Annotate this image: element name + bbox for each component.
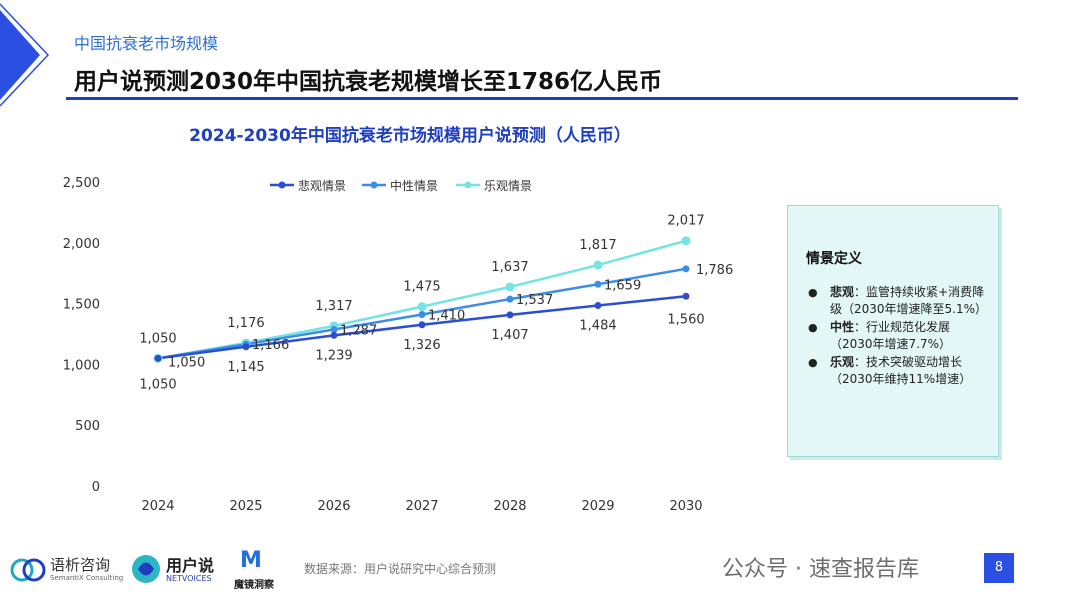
data-point-0 [682, 292, 690, 300]
legend-label: 悲观情景 [298, 178, 346, 193]
data-point-2 [505, 282, 515, 292]
title-divider [66, 97, 1018, 100]
definition-term: 乐观 [830, 355, 855, 369]
data-point-0 [154, 354, 162, 362]
data-label-pessimistic: 1,560 [667, 312, 704, 327]
x-tick-label: 2030 [669, 499, 702, 514]
data-point-1 [594, 280, 602, 288]
line-chart: 0 500 1,000 1,500 2,000 2,500 2024 2025 2026 202… [63, 176, 733, 514]
data-point-1 [330, 326, 338, 334]
y-tick-label: 0 [92, 480, 100, 495]
data-point-0 [506, 311, 514, 319]
y-tick-label: 1,500 [63, 298, 100, 313]
data-label-neutral: 1,410 [428, 309, 465, 324]
y-tick-label: 500 [75, 419, 100, 434]
y-tick-label: 2,500 [63, 176, 100, 191]
mojing-logo: M 魔镜洞察 [234, 548, 284, 592]
data-label-pessimistic: 1,050 [139, 377, 176, 392]
definition-item-optimistic: ● 乐观：技术突破驱动增长（2030年维持11%增速） [806, 354, 992, 388]
x-tick-label: 2028 [493, 499, 526, 514]
netvoices-logo-icon [132, 555, 160, 583]
data-label-neutral: 1,537 [516, 293, 553, 308]
bullet-icon: ● [808, 356, 818, 369]
data-point-2 [681, 236, 691, 246]
mojing-logo-mark: M [240, 548, 262, 573]
bullet-icon: ● [808, 286, 818, 299]
semantix-logo: 语析咨询 SemantiX Consulting [10, 550, 125, 590]
corner-decoration [0, 3, 50, 107]
section-label: 中国抗衰老市场规模 [74, 34, 219, 53]
definition-item-pessimistic: ● 悲观：监管持续收紧+消费降级（2030年增速降至5.1%） [806, 284, 992, 318]
netvoices-logo-name: 用户说 [166, 556, 215, 575]
legend-marker-0 [278, 181, 286, 189]
definition-text: ：行业规范化发展（2030年增速7.7%） [830, 320, 952, 351]
data-point-0 [330, 331, 338, 339]
legend-marker-2 [464, 181, 472, 189]
data-label-neutral: 1,166 [252, 338, 289, 353]
page-title: 用户说预测2030年中国抗衰老规模增长至1786亿人民币 [74, 69, 663, 95]
x-tick-label: 2027 [405, 499, 438, 514]
data-point-2 [417, 302, 427, 312]
data-label-pessimistic: 1,484 [579, 319, 616, 334]
data-label-neutral: 1,659 [604, 278, 641, 293]
data-point-1 [418, 311, 426, 319]
definition-title: 情景定义 [806, 251, 862, 267]
data-source: 数据来源：用户说研究中心综合预测 [304, 562, 497, 576]
data-label-optimistic: 1,176 [227, 316, 264, 331]
data-label-optimistic: 1,637 [491, 260, 528, 275]
data-label-pessimistic: 1,145 [227, 360, 264, 375]
page-number: 8 [984, 553, 1014, 583]
bullet-icon: ● [808, 321, 818, 334]
data-point-1 [506, 295, 514, 303]
definition-term: 中性 [830, 320, 855, 334]
x-tick-label: 2026 [317, 499, 350, 514]
data-label-neutral: 1,786 [696, 263, 733, 278]
legend-label: 乐观情景 [484, 179, 532, 193]
semantix-logo-sub: SemantiX Consulting [50, 574, 124, 582]
data-point-2 [593, 260, 603, 270]
semantix-logo-name: 语析咨询 [50, 556, 111, 574]
data-point-0 [242, 343, 250, 351]
netvoices-logo-sub: NETVOICES [166, 574, 212, 583]
data-label-optimistic: 1,050 [139, 331, 176, 346]
legend-marker-1 [370, 181, 378, 189]
data-label-neutral: 1,050 [168, 355, 205, 370]
data-label-optimistic: 1,817 [579, 238, 616, 253]
x-tick-label: 2025 [229, 499, 262, 514]
data-point-1 [682, 265, 690, 273]
definition-item-neutral: ● 中性：行业规范化发展（2030年增速7.7%） [806, 319, 992, 353]
data-point-0 [594, 302, 602, 310]
data-label-pessimistic: 1,407 [491, 328, 528, 343]
mojing-logo-name: 魔镜洞察 [234, 580, 274, 591]
semantix-logo-icon [10, 558, 46, 582]
scenario-definition-box: 情景定义 ● 悲观：监管持续收紧+消费降级（2030年增速降至5.1%） ● 中… [787, 205, 999, 457]
x-tick-label: 2024 [141, 499, 174, 514]
watermark: 公众号 · 速查报告库 [722, 557, 919, 582]
y-tick-label: 1,000 [63, 358, 100, 373]
data-label-neutral: 1,287 [340, 324, 377, 339]
chart-title: 2024-2030年中国抗衰老市场规模用户说预测（人民币） [189, 126, 631, 146]
x-tick-label: 2029 [581, 499, 614, 514]
netvoices-logo: 用户说 NETVOICES [130, 550, 230, 590]
data-label-pessimistic: 1,326 [403, 338, 440, 353]
definition-list: ● 悲观：监管持续收紧+消费降级（2030年增速降至5.1%） ● 中性：行业规… [806, 284, 992, 389]
definition-text: ：技术突破驱动增长（2030年维持11%增速） [830, 355, 972, 386]
data-label-optimistic: 1,317 [315, 299, 352, 314]
data-label-optimistic: 2,017 [667, 214, 704, 229]
legend-label: 中性情景 [390, 178, 438, 193]
definition-term: 悲观 [830, 285, 855, 299]
definition-text: ：监管持续收紧+消费降级（2030年增速降至5.1%） [830, 285, 988, 316]
data-point-0 [418, 321, 426, 329]
data-label-optimistic: 1,475 [403, 280, 440, 295]
y-tick-label: 2,000 [63, 237, 100, 252]
data-label-pessimistic: 1,239 [315, 348, 352, 363]
